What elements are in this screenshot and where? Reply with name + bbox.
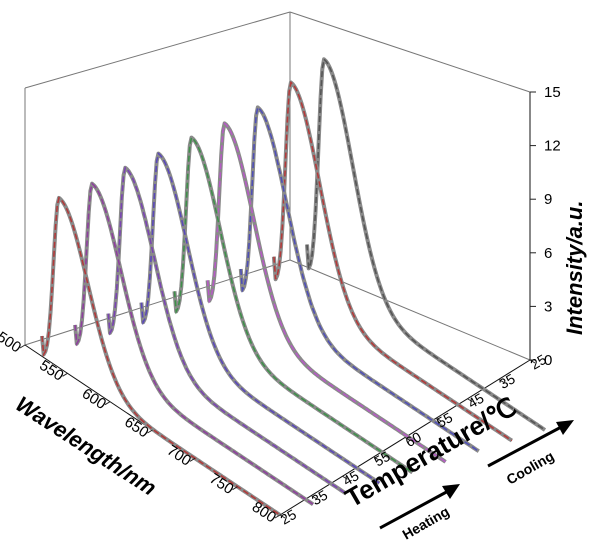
- temperature-axis: 25 35 45 55 60 55 45 35 25: [278, 351, 550, 528]
- wavelength-tick: [19, 344, 26, 349]
- temperature-tick-label: 55: [434, 409, 456, 431]
- wavelength-tick-label: 650: [121, 413, 151, 441]
- intensity-tick-label: 12: [544, 138, 561, 155]
- wavelength-tick: [104, 401, 111, 406]
- heating-label: Heating: [400, 503, 452, 543]
- temperature-tick-label: 60: [403, 428, 425, 450]
- temperature-tick-label: 45: [465, 390, 487, 412]
- spectrum-curve: [306, 57, 546, 431]
- temperature-tick-label: 55: [371, 448, 393, 470]
- wavelength-tick: [62, 372, 68, 377]
- spectrum-curve: [206, 121, 447, 463]
- temperature-tick-label: 35: [496, 370, 518, 392]
- temperature-tick: [404, 437, 411, 441]
- temperature-tick: [310, 495, 317, 500]
- intensity-tick-label: 3: [544, 298, 552, 315]
- intensity-tick-label: 15: [544, 84, 561, 101]
- spectrum-curve: [107, 166, 347, 495]
- temperature-tick-label: 35: [309, 486, 331, 508]
- temperature-tick: [467, 398, 473, 403]
- intensity-axis-title: Intensity/a.u.: [562, 201, 587, 335]
- temperature-tick: [373, 456, 380, 461]
- temperature-tick-label: 25: [278, 506, 300, 528]
- wavelength-tick-label: 600: [79, 385, 109, 413]
- wavelength-tick-label: 700: [164, 442, 194, 470]
- spectrum-curve: [173, 136, 413, 474]
- wavelength-tick: [189, 457, 196, 462]
- wavelength-tick: [274, 514, 281, 519]
- spectrum-curve: [41, 196, 281, 516]
- temperature-tick: [279, 514, 286, 519]
- spectrum-curve: [74, 182, 314, 506]
- intensity-tick-label: 6: [544, 245, 552, 262]
- spectrum-curve: [140, 152, 380, 484]
- spectrum-curve: [240, 105, 480, 452]
- spectrum-curve: [273, 80, 513, 442]
- wavelength-tick-label: 500: [0, 328, 24, 356]
- temperature-tick-label: 25: [528, 351, 550, 373]
- temperature-tick: [529, 359, 536, 364]
- wavelength-tick-label: 800: [249, 498, 279, 526]
- wavelength-tick: [147, 429, 153, 434]
- wavelength-tick: [232, 486, 238, 491]
- temperature-tick: [435, 417, 442, 422]
- heating-arrow: [379, 484, 460, 530]
- cooling-arrow: [487, 420, 574, 468]
- temperature-tick: [342, 475, 348, 480]
- temperature-tick-label: 45: [340, 467, 362, 489]
- wavelength-tick-label: 550: [36, 357, 66, 385]
- temperature-tick: [498, 378, 505, 383]
- wavelength-axis-title: Wavelength/nm: [11, 391, 161, 500]
- intensity-axis: 0 3 6 9 12 15: [530, 84, 561, 369]
- spectrum-outline: [172, 135, 414, 475]
- spectra-curves: [40, 57, 547, 517]
- intensity-tick-label: 0: [544, 352, 552, 369]
- intensity-tick-label: 9: [544, 191, 552, 208]
- wavelength-tick-label: 750: [206, 470, 236, 498]
